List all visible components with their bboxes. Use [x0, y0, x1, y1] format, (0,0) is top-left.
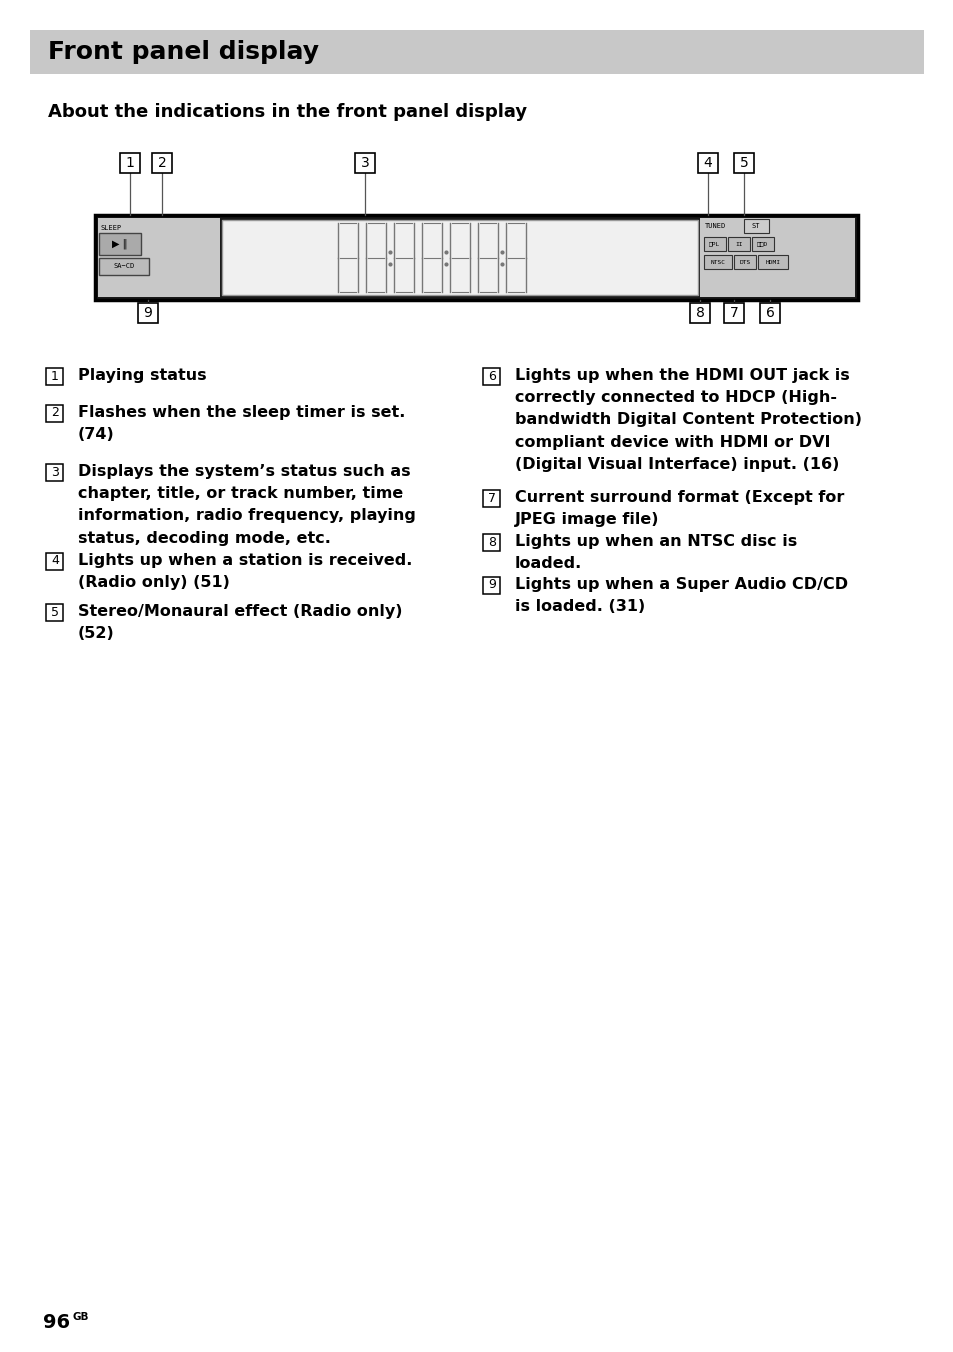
Text: ST: ST — [751, 223, 760, 228]
FancyBboxPatch shape — [95, 215, 857, 300]
Text: About the indications in the front panel display: About the indications in the front panel… — [48, 103, 527, 120]
Text: 2: 2 — [51, 407, 59, 419]
Text: 7: 7 — [488, 492, 496, 504]
Text: 1: 1 — [126, 155, 134, 170]
Text: 4: 4 — [703, 155, 712, 170]
Text: ▶ ‖: ▶ ‖ — [112, 239, 128, 249]
Text: Front panel display: Front panel display — [48, 41, 318, 64]
FancyBboxPatch shape — [30, 30, 923, 74]
FancyBboxPatch shape — [723, 303, 743, 323]
FancyBboxPatch shape — [47, 368, 64, 384]
FancyBboxPatch shape — [355, 153, 375, 173]
Text: 2: 2 — [157, 155, 166, 170]
FancyBboxPatch shape — [483, 489, 500, 507]
Text: 96: 96 — [43, 1313, 71, 1332]
Text: 1: 1 — [51, 369, 59, 383]
FancyBboxPatch shape — [743, 219, 768, 233]
FancyBboxPatch shape — [483, 368, 500, 384]
FancyBboxPatch shape — [222, 220, 698, 295]
FancyBboxPatch shape — [703, 237, 725, 251]
FancyBboxPatch shape — [120, 153, 140, 173]
Text: 8: 8 — [488, 535, 496, 549]
Text: Stereo/Monaural effect (Radio only)
(52): Stereo/Monaural effect (Radio only) (52) — [78, 604, 402, 641]
Text: 6: 6 — [764, 306, 774, 320]
FancyBboxPatch shape — [99, 233, 141, 256]
Text: NTSC: NTSC — [710, 260, 724, 265]
Text: TUNED: TUNED — [704, 223, 725, 228]
FancyBboxPatch shape — [483, 534, 500, 550]
Text: Flashes when the sleep timer is set.
(74): Flashes when the sleep timer is set. (74… — [78, 406, 405, 442]
Text: 9: 9 — [488, 579, 496, 592]
FancyBboxPatch shape — [760, 303, 780, 323]
Text: Playing status: Playing status — [78, 368, 207, 383]
Text: 7: 7 — [729, 306, 738, 320]
Text: Current surround format (Except for
JPEG image file): Current surround format (Except for JPEG… — [515, 489, 843, 527]
FancyBboxPatch shape — [751, 237, 773, 251]
FancyBboxPatch shape — [758, 256, 787, 269]
Text: 8: 8 — [695, 306, 703, 320]
FancyBboxPatch shape — [47, 464, 64, 480]
Text: 9: 9 — [143, 306, 152, 320]
Text: Lights up when a station is received.
(Radio only) (51): Lights up when a station is received. (R… — [78, 553, 412, 591]
Text: Lights up when a Super Audio CD/CD
is loaded. (31): Lights up when a Super Audio CD/CD is lo… — [515, 577, 847, 614]
FancyBboxPatch shape — [733, 256, 755, 269]
FancyBboxPatch shape — [700, 218, 854, 297]
Text: 4: 4 — [51, 554, 59, 568]
FancyBboxPatch shape — [483, 576, 500, 594]
FancyBboxPatch shape — [698, 153, 718, 173]
Text: Lights up when the HDMI OUT jack is
correctly connected to HDCP (High-
bandwidth: Lights up when the HDMI OUT jack is corr… — [515, 368, 862, 472]
FancyBboxPatch shape — [99, 258, 149, 274]
FancyBboxPatch shape — [703, 256, 731, 269]
Text: SA−CD: SA−CD — [113, 264, 134, 269]
FancyBboxPatch shape — [98, 218, 220, 297]
Text: HDMI: HDMI — [764, 260, 780, 265]
Text: SLEEP: SLEEP — [101, 224, 122, 231]
Text: 5: 5 — [739, 155, 747, 170]
Text: 3: 3 — [51, 465, 59, 479]
Text: 6: 6 — [488, 369, 496, 383]
Text: □PL: □PL — [709, 242, 720, 246]
Text: Displays the system’s status such as
chapter, title, or track number, time
infor: Displays the system’s status such as cha… — [78, 464, 416, 546]
Text: Lights up when an NTSC disc is
loaded.: Lights up when an NTSC disc is loaded. — [515, 534, 797, 571]
Text: II: II — [735, 242, 742, 246]
Text: 5: 5 — [51, 606, 59, 618]
FancyBboxPatch shape — [152, 153, 172, 173]
FancyBboxPatch shape — [47, 404, 64, 422]
FancyBboxPatch shape — [733, 153, 753, 173]
Text: 3: 3 — [360, 155, 369, 170]
FancyBboxPatch shape — [138, 303, 158, 323]
FancyBboxPatch shape — [47, 553, 64, 569]
FancyBboxPatch shape — [689, 303, 709, 323]
Text: GB: GB — [73, 1311, 90, 1322]
FancyBboxPatch shape — [47, 603, 64, 621]
Text: DTS: DTS — [739, 260, 750, 265]
FancyBboxPatch shape — [727, 237, 749, 251]
Text: □□D: □□D — [757, 242, 768, 246]
